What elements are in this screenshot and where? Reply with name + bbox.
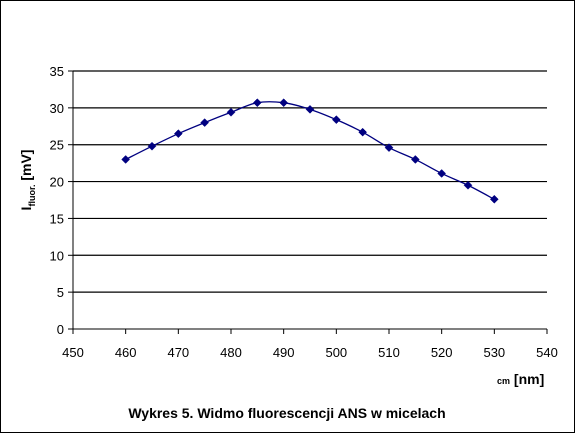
- data-point: [410, 155, 420, 164]
- axes: [68, 70, 548, 334]
- x-axis-label-unit: [nm]: [510, 371, 544, 387]
- y-tick-label: 5: [57, 285, 64, 300]
- x-tick-label: 450: [62, 345, 84, 360]
- x-tick-labels: 450 460 470 480 490 500 510 520 530 540: [62, 345, 558, 360]
- data-point: [252, 98, 262, 108]
- chart-title: Wykres 5. Widmo fluorescencji ANS w mice…: [128, 405, 445, 421]
- x-tick-label: 520: [431, 345, 453, 360]
- gridlines: [73, 70, 547, 293]
- x-tick-label: 530: [483, 345, 505, 360]
- y-tick-label: 15: [50, 211, 64, 226]
- y-tick-label: 20: [50, 175, 64, 190]
- data-point: [358, 127, 368, 137]
- x-tick-label: 460: [115, 345, 137, 360]
- y-tick-label: 25: [50, 138, 64, 153]
- y-tick-label: 30: [50, 101, 64, 116]
- x-tick-label: 510: [378, 345, 400, 360]
- y-axis-label-unit: [mV]: [18, 150, 34, 185]
- x-tick-label: 470: [167, 345, 189, 360]
- data-point: [279, 98, 289, 108]
- x-tick-label: 490: [273, 345, 295, 360]
- y-axis-label-main: I: [18, 207, 34, 211]
- y-tick-labels: 0 5 10 15 20 25 30 35: [50, 64, 64, 337]
- x-axis-label: cm [nm]: [497, 371, 544, 387]
- series-group: [121, 98, 499, 204]
- data-point: [384, 143, 394, 153]
- x-tick-label: 480: [220, 345, 242, 360]
- y-tick-label: 0: [57, 322, 64, 337]
- x-axis-label-prefix: cm: [497, 376, 510, 386]
- y-axis-label-subscript: fluor.: [27, 185, 37, 207]
- x-tick-label: 500: [325, 345, 347, 360]
- data-point: [331, 115, 341, 125]
- data-point: [226, 107, 236, 117]
- y-tick-label: 10: [50, 248, 64, 263]
- data-point: [121, 155, 131, 164]
- data-point: [463, 180, 473, 190]
- series-line: [125, 101, 495, 200]
- y-axis-label: Ifluor. [mV]: [18, 150, 37, 211]
- data-point: [489, 194, 499, 204]
- data-point: [437, 169, 447, 178]
- data-point: [200, 118, 210, 127]
- x-tick-label: 540: [536, 345, 558, 360]
- data-point: [147, 141, 157, 151]
- data-point: [173, 129, 183, 139]
- data-point: [305, 104, 315, 114]
- y-tick-label: 35: [50, 64, 64, 79]
